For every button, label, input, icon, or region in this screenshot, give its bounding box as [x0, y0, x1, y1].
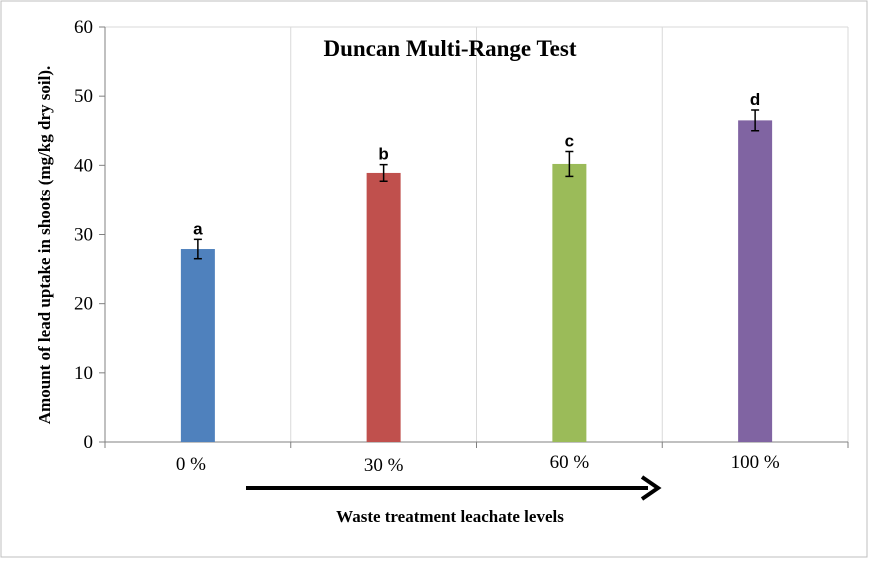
- significance-letter: a: [193, 219, 203, 238]
- axes: [99, 26, 849, 448]
- gridlines: [104, 26, 849, 442]
- y-tick-label: 10: [74, 363, 93, 384]
- labels: 0 10 20 30 40 50 60 a 0 % b 30 % c 60 % d 100 %: [74, 17, 780, 476]
- x-tick-label: 100 %: [731, 452, 780, 473]
- bars: [180, 109, 773, 443]
- x-tick-label: 30 %: [364, 455, 404, 476]
- significance-letter: d: [750, 90, 760, 109]
- bar: [180, 249, 215, 442]
- x-axis-title: Waste treatment leachate levels: [336, 507, 564, 526]
- x-tick-label: 60 %: [550, 452, 590, 473]
- y-tick-label: 40: [74, 155, 93, 176]
- right-arrow-icon: [246, 475, 662, 501]
- y-tick-label: 60: [74, 17, 93, 38]
- y-tick-label: 0: [84, 432, 94, 453]
- y-tick-label: 20: [74, 294, 93, 315]
- chart-title: Duncan Multi-Range Test: [323, 36, 576, 61]
- bar: [366, 172, 401, 443]
- significance-letter: b: [378, 145, 388, 164]
- significance-letter: c: [565, 132, 574, 151]
- bar: [552, 163, 587, 442]
- y-axis-title: Amount of lead uptake in shoots (mg/kg d…: [35, 66, 54, 424]
- y-tick-label: 50: [74, 86, 93, 107]
- y-tick-label: 30: [74, 225, 93, 246]
- bar: [738, 120, 773, 442]
- x-tick-label: 0 %: [176, 454, 206, 475]
